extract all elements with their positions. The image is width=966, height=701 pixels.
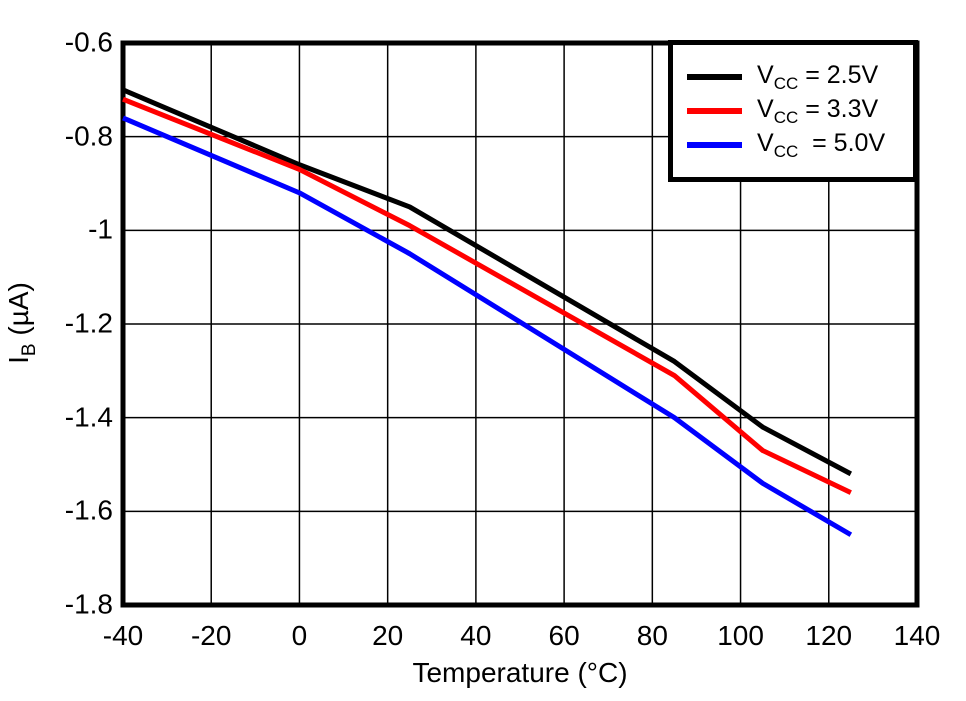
x-tick-label: 120 [805,620,853,651]
x-tick-label: -40 [102,620,144,651]
x-tick-label: 100 [717,620,764,651]
y-tick-label: -1.2 [64,307,113,339]
legend-swatch-line [687,74,742,80]
y-tick-label: -1 [88,213,113,245]
legend-entry: VCC = 5.0V [687,128,913,162]
series-line-1 [122,96,852,495]
plot-border [120,40,920,608]
x-tick-label: 60 [548,620,580,651]
legend-swatch-line [687,142,742,148]
legend-entry: VCC = 3.3V [687,94,913,128]
y-axis-label: IB (µA) [3,282,40,364]
y-tick-label: -1.6 [64,494,113,526]
legend-swatch-line [687,108,742,114]
y-tick-label: -1.4 [64,401,113,433]
x-tick-label: 20 [372,620,404,651]
series-line-0 [122,87,853,477]
y-tick-label: -0.8 [64,120,113,152]
x-tick-label: 40 [460,620,492,651]
y-tick-label: -0.6 [64,26,113,58]
legend-label: VCC = 2.5V [757,60,879,93]
legend-label: VCC = 3.3V [757,94,879,127]
legend: VCC = 2.5V VCC = 3.3V VCC = 5.0V [668,40,918,182]
x-tick-label: 0 [291,620,308,651]
series-line-2 [122,115,853,537]
x-tick-label: -20 [190,620,232,651]
x-tick-label: 140 [893,620,941,651]
x-tick-label: 80 [636,620,668,651]
legend-label: VCC = 5.0V [757,128,886,161]
x-axis-label: Temperature (°C) [412,657,628,688]
legend-entry: VCC = 2.5V [687,60,913,94]
y-tick-label: -1.8 [64,588,113,620]
